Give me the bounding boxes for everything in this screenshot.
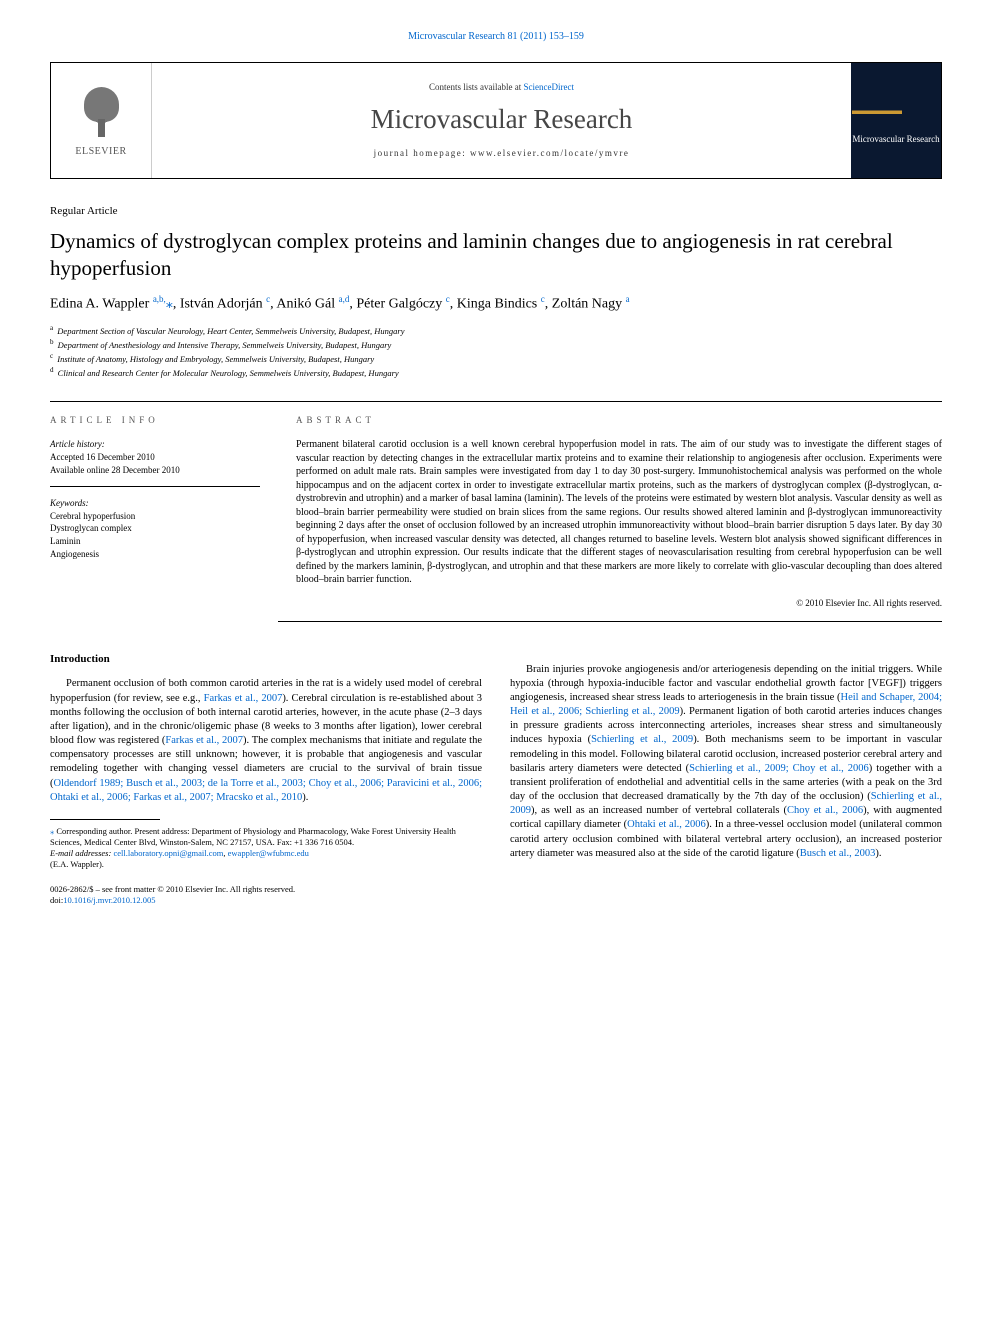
email-line: E-mail addresses: cell.laboratory.opni@g… [50, 848, 482, 870]
article-title: Dynamics of dystroglycan complex protein… [50, 228, 942, 281]
article-type: Regular Article [50, 204, 942, 219]
citation-link[interactable]: Choy et al., 2006 [787, 805, 863, 816]
elsevier-tree-icon [74, 82, 129, 137]
cover-stripe-icon [852, 95, 902, 130]
citation-link[interactable]: Schierling et al., 2009 [591, 734, 693, 745]
keyword: Laminin [50, 535, 260, 548]
contents-prefix: Contents lists available at [429, 82, 523, 92]
corresponding-author: ⁎ Corresponding author. Present address:… [50, 826, 482, 848]
journal-homepage: journal homepage: www.elsevier.com/locat… [162, 147, 841, 159]
citation-link[interactable]: Schierling et al., 2009; Choy et al., 20… [689, 763, 869, 774]
copyright: © 2010 Elsevier Inc. All rights reserved… [296, 597, 942, 609]
keywords-label: Keywords: [50, 497, 260, 510]
intro-para-1: Permanent occlusion of both common carot… [50, 677, 482, 805]
homepage-url[interactable]: www.elsevier.com/locate/ymvre [470, 148, 629, 158]
authors-line: Edina A. Wappler a,b,⁎, István Adorján c… [50, 293, 942, 315]
article-info: ARTICLE INFO Article history: Accepted 1… [50, 402, 278, 622]
intro-para-2: Brain injuries provoke angiogenesis and/… [510, 663, 942, 861]
journal-cover-thumb: Microvascular Research [851, 63, 941, 178]
header-center: Contents lists available at ScienceDirec… [152, 63, 851, 178]
doi-block: 0026-2862/$ – see front matter © 2010 El… [50, 884, 482, 906]
citation-link[interactable]: Farkas et al., 2007 [204, 693, 283, 704]
publisher-logo-box: ELSEVIER [51, 63, 152, 178]
intro-heading: Introduction [50, 652, 482, 667]
info-heading: ARTICLE INFO [50, 414, 260, 426]
keyword: Cerebral hypoperfusion [50, 510, 260, 523]
contents-available: Contents lists available at ScienceDirec… [162, 81, 841, 93]
publisher-name: ELSEVIER [75, 145, 126, 159]
doi-link[interactable]: 10.1016/j.mvr.2010.12.005 [63, 895, 155, 905]
email-link[interactable]: cell.laboratory.opni@gmail.com [113, 848, 223, 858]
issn-line: 0026-2862/$ – see front matter © 2010 El… [50, 884, 482, 895]
citation-link[interactable]: Farkas et al., 2007 [165, 735, 243, 746]
citation-link[interactable]: Busch et al., 2003 [800, 848, 876, 859]
footnote-separator [50, 819, 160, 820]
history-label: Article history: [50, 438, 260, 451]
abstract-text: Permanent bilateral carotid occlusion is… [296, 438, 942, 587]
citation-link[interactable]: Oldendorf 1989; Busch et al., 2003; de l… [50, 778, 482, 803]
column-right: Brain injuries provoke angiogenesis and/… [510, 652, 942, 906]
history-accepted: Accepted 16 December 2010 [50, 451, 260, 464]
citation-link[interactable]: Ohtaki et al., 2006 [627, 819, 706, 830]
abstract-heading: ABSTRACT [296, 414, 942, 426]
history-online: Available online 28 December 2010 [50, 464, 260, 477]
journal-name: Microvascular Research [162, 101, 841, 137]
keyword: Angiogenesis [50, 548, 260, 561]
column-left: Introduction Permanent occlusion of both… [50, 652, 482, 906]
journal-citation[interactable]: Microvascular Research 81 (2011) 153–159 [50, 30, 942, 44]
sciencedirect-link[interactable]: ScienceDirect [524, 82, 574, 92]
affiliations: a Department Section of Vascular Neurolo… [50, 324, 942, 379]
abstract: ABSTRACT Permanent bilateral carotid occ… [278, 402, 942, 622]
keyword: Dystroglycan complex [50, 522, 260, 535]
footnotes: ⁎ Corresponding author. Present address:… [50, 826, 482, 870]
journal-header: ELSEVIER Contents lists available at Sci… [50, 62, 942, 179]
email-link[interactable]: ewappler@wfubmc.edu [228, 848, 309, 858]
